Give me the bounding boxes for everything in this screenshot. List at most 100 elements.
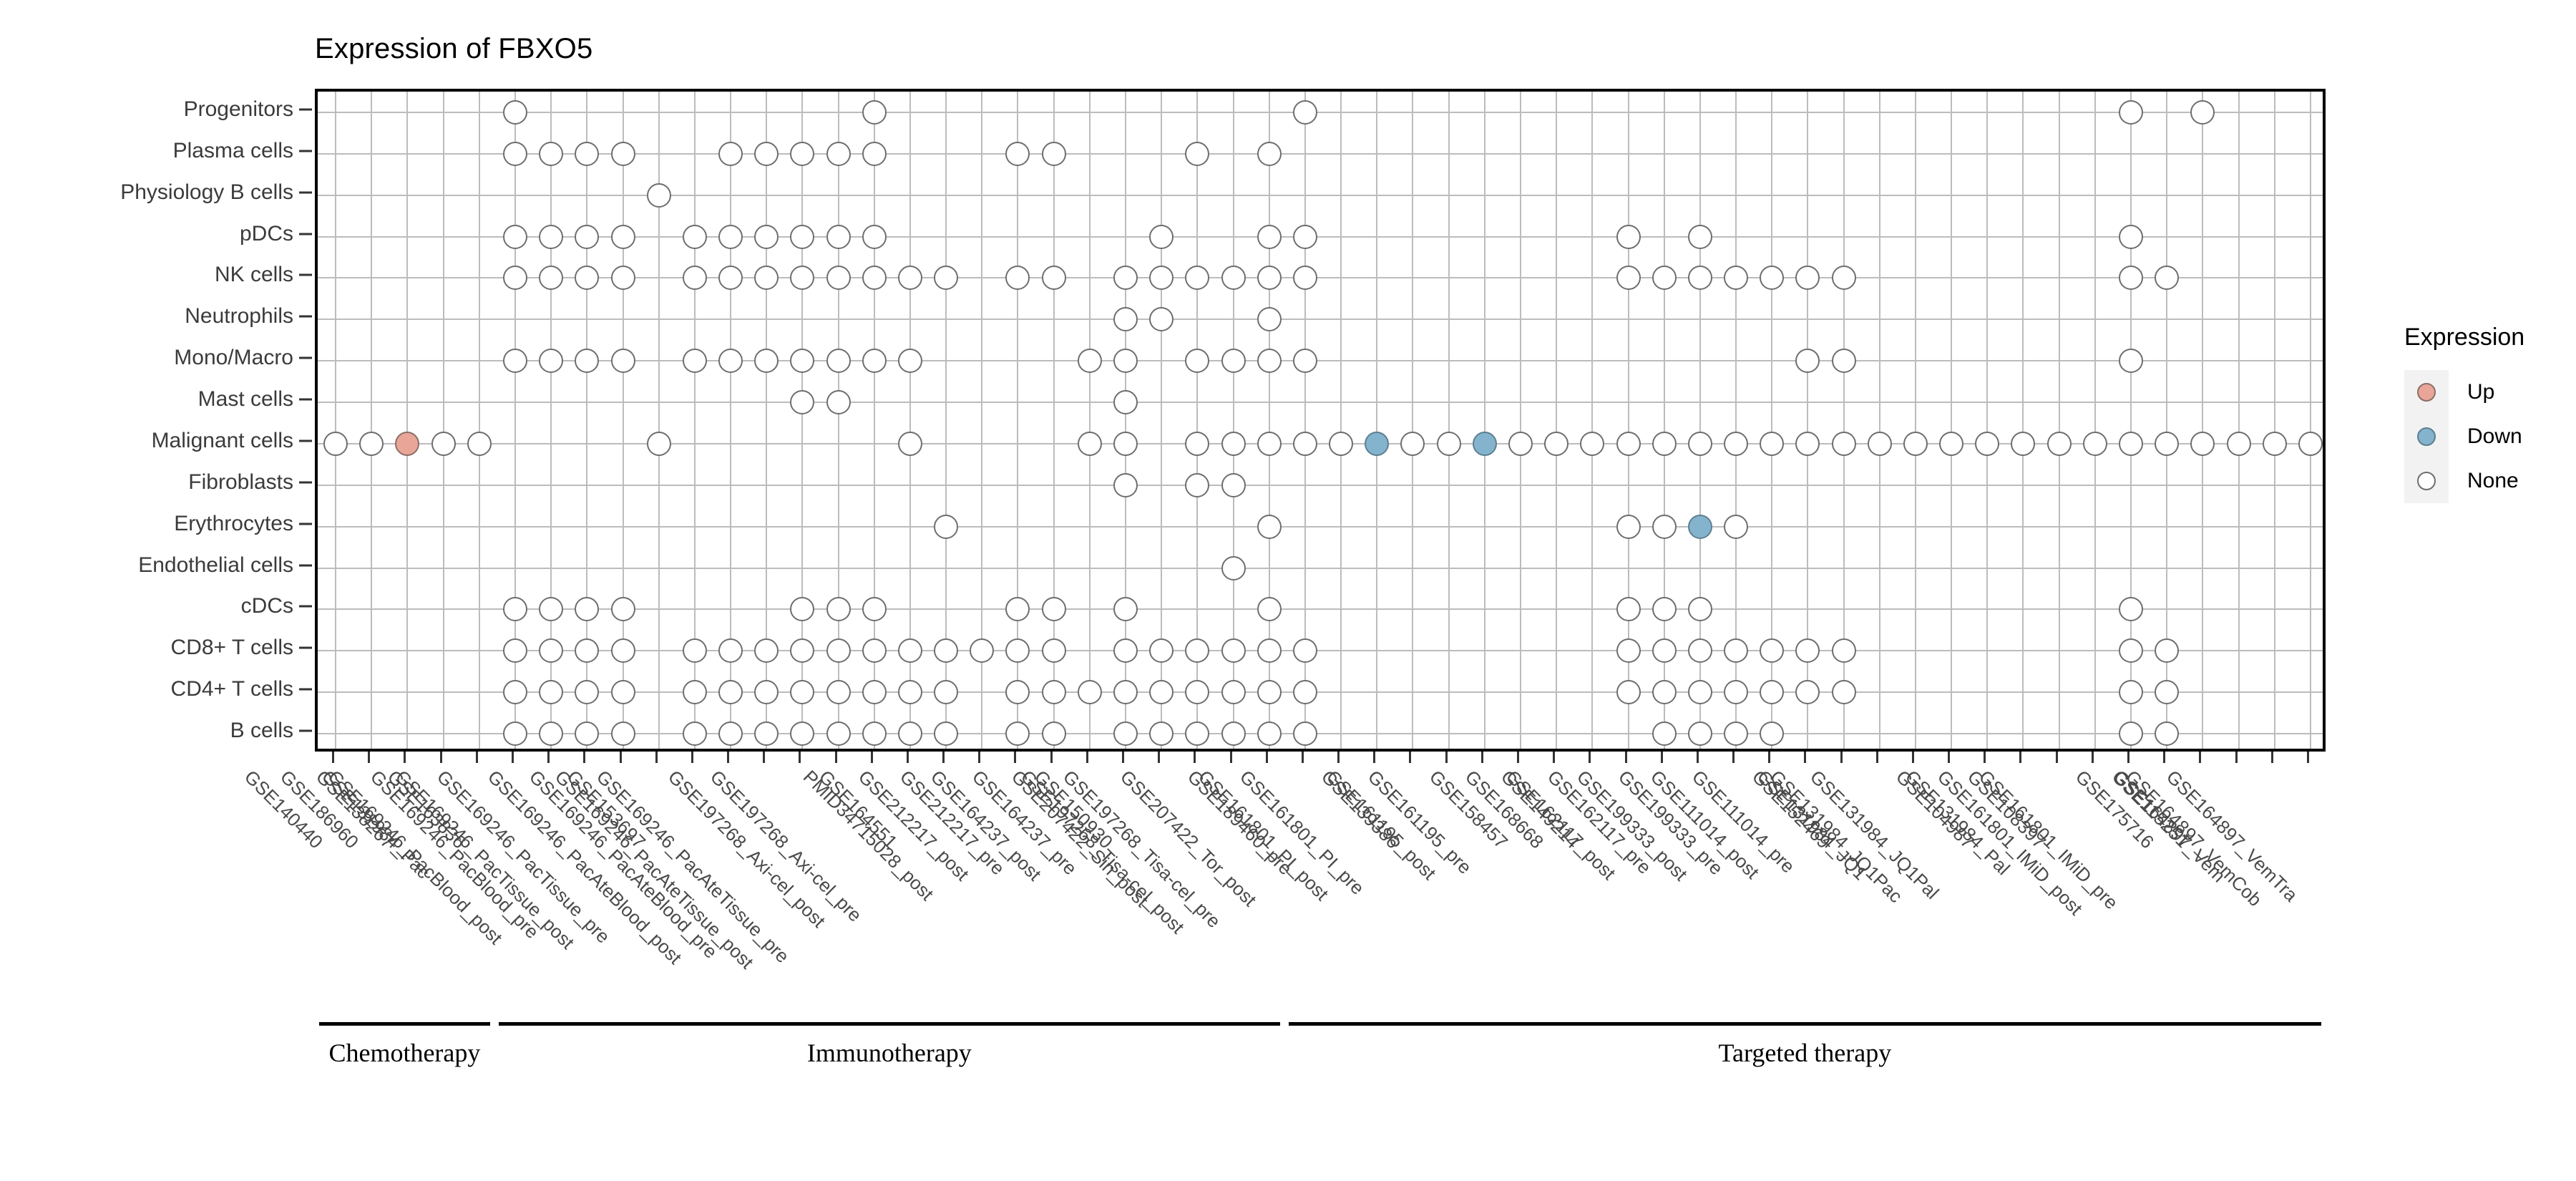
data-point-none[interactable] (431, 431, 456, 456)
data-point-none[interactable] (1652, 638, 1677, 664)
data-point-none[interactable] (1652, 721, 1677, 747)
data-point-none[interactable] (862, 721, 887, 747)
data-point-none[interactable] (575, 721, 600, 747)
data-point-none[interactable] (575, 224, 600, 249)
data-point-none[interactable] (897, 680, 922, 705)
data-point-none[interactable] (2262, 431, 2287, 456)
data-point-none[interactable] (1041, 680, 1066, 705)
data-point-none[interactable] (1257, 349, 1282, 374)
data-point-none[interactable] (1113, 431, 1138, 456)
data-point-none[interactable] (1687, 680, 1712, 705)
data-point-none[interactable] (1113, 638, 1138, 664)
data-point-none[interactable] (502, 680, 527, 705)
data-point-none[interactable] (790, 721, 815, 747)
data-point-none[interactable] (1257, 307, 1282, 332)
data-point-none[interactable] (862, 224, 887, 249)
data-point-none[interactable] (1185, 721, 1210, 747)
data-point-none[interactable] (1687, 266, 1712, 291)
data-point-none[interactable] (2119, 224, 2144, 249)
data-point-none[interactable] (1257, 141, 1282, 166)
data-point-none[interactable] (323, 431, 348, 456)
data-point-none[interactable] (1185, 472, 1210, 497)
data-point-none[interactable] (1149, 307, 1174, 332)
data-point-none[interactable] (1185, 349, 1210, 374)
data-point-none[interactable] (1005, 141, 1030, 166)
data-point-none[interactable] (754, 349, 779, 374)
data-point-none[interactable] (1257, 224, 1282, 249)
data-point-none[interactable] (1149, 266, 1174, 291)
data-point-none[interactable] (718, 349, 743, 374)
data-point-none[interactable] (1724, 514, 1749, 539)
data-point-none[interactable] (897, 349, 922, 374)
data-point-none[interactable] (1687, 224, 1712, 249)
data-point-none[interactable] (718, 224, 743, 249)
data-point-none[interactable] (1113, 390, 1138, 415)
data-point-none[interactable] (539, 141, 564, 166)
data-point-none[interactable] (790, 390, 815, 415)
data-point-none[interactable] (1616, 597, 1641, 622)
data-point-none[interactable] (575, 141, 600, 166)
data-point-none[interactable] (826, 224, 851, 249)
data-point-none[interactable] (2119, 680, 2144, 705)
data-point-none[interactable] (2155, 431, 2180, 456)
data-point-none[interactable] (934, 638, 959, 664)
data-point-none[interactable] (826, 721, 851, 747)
data-point-none[interactable] (897, 431, 922, 456)
data-point-none[interactable] (1903, 431, 1928, 456)
data-point-none[interactable] (539, 680, 564, 705)
data-point-none[interactable] (897, 266, 922, 291)
data-point-none[interactable] (359, 431, 384, 456)
data-point-none[interactable] (1544, 431, 1569, 456)
legend-item-down[interactable]: Down (2404, 414, 2576, 459)
data-point-none[interactable] (1149, 680, 1174, 705)
data-point-none[interactable] (682, 266, 707, 291)
data-point-none[interactable] (1221, 638, 1246, 664)
data-point-none[interactable] (1652, 266, 1677, 291)
data-point-none[interactable] (610, 224, 635, 249)
data-point-none[interactable] (1113, 349, 1138, 374)
data-point-none[interactable] (2155, 721, 2180, 747)
data-point-none[interactable] (718, 721, 743, 747)
data-point-none[interactable] (1508, 431, 1533, 456)
data-point-none[interactable] (1760, 721, 1785, 747)
data-point-none[interactable] (539, 266, 564, 291)
data-point-none[interactable] (862, 141, 887, 166)
data-point-none[interactable] (897, 638, 922, 664)
data-point-none[interactable] (1724, 431, 1749, 456)
data-point-none[interactable] (1292, 224, 1317, 249)
data-point-none[interactable] (2046, 431, 2072, 456)
data-point-none[interactable] (1185, 638, 1210, 664)
data-point-none[interactable] (682, 638, 707, 664)
data-point-none[interactable] (682, 721, 707, 747)
data-point-none[interactable] (826, 266, 851, 291)
legend-item-up[interactable]: Up (2404, 370, 2576, 414)
data-point-none[interactable] (790, 141, 815, 166)
data-point-none[interactable] (1616, 638, 1641, 664)
data-point-none[interactable] (539, 597, 564, 622)
data-point-none[interactable] (1113, 307, 1138, 332)
data-point-none[interactable] (826, 390, 851, 415)
data-point-none[interactable] (502, 597, 527, 622)
data-point-none[interactable] (682, 224, 707, 249)
data-point-none[interactable] (2190, 99, 2215, 125)
data-point-none[interactable] (1292, 638, 1317, 664)
data-point-none[interactable] (2155, 266, 2180, 291)
data-point-none[interactable] (1221, 266, 1246, 291)
data-point-none[interactable] (1292, 721, 1317, 747)
data-point-none[interactable] (1041, 266, 1066, 291)
data-point-none[interactable] (2119, 266, 2144, 291)
data-point-none[interactable] (502, 721, 527, 747)
data-point-none[interactable] (2155, 680, 2180, 705)
data-point-none[interactable] (1867, 431, 1892, 456)
data-point-none[interactable] (502, 224, 527, 249)
data-point-none[interactable] (1831, 349, 1856, 374)
data-point-none[interactable] (1795, 431, 1820, 456)
data-point-none[interactable] (862, 349, 887, 374)
data-point-none[interactable] (1257, 514, 1282, 539)
data-point-none[interactable] (1005, 680, 1030, 705)
data-point-none[interactable] (610, 141, 635, 166)
data-point-none[interactable] (2119, 597, 2144, 622)
data-point-none[interactable] (826, 349, 851, 374)
data-point-none[interactable] (790, 224, 815, 249)
data-point-down[interactable] (1472, 431, 1497, 456)
